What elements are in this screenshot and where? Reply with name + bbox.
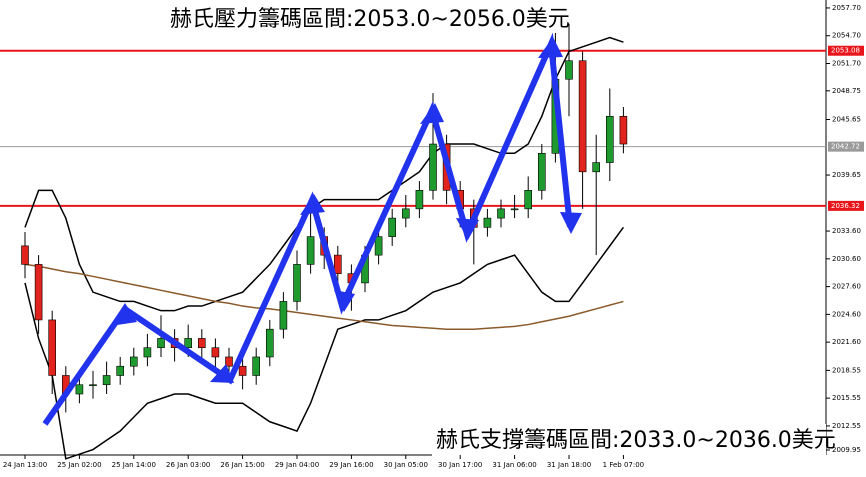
- x-tick-label: 30 Jan 17:00: [438, 461, 482, 469]
- arrow-head: [300, 194, 325, 215]
- candle-body: [48, 319, 57, 376]
- level-label-bg: [828, 45, 864, 56]
- candle-body: [157, 338, 165, 349]
- y-tick-label: 2048.75: [832, 87, 861, 95]
- candle-body: [537, 153, 546, 191]
- arrow-head: [110, 303, 137, 326]
- candle-body: [429, 143, 437, 191]
- candle-body: [75, 384, 84, 395]
- indicator-line: [24, 226, 625, 460]
- y-tick-label: 2012.55: [832, 422, 861, 430]
- candle-body: [619, 115, 628, 145]
- candle-body: [143, 347, 152, 358]
- candle-body: [102, 375, 111, 386]
- candle-body: [333, 254, 342, 274]
- level-label-bg: [828, 141, 864, 152]
- annotation-bg: [432, 424, 826, 456]
- candle-body: [388, 217, 397, 237]
- y-tick-label: 2015.55: [832, 394, 861, 402]
- candle-body: [34, 264, 43, 321]
- x-tick-label: 31 Jan 18:00: [547, 461, 591, 469]
- level-label: 2053.08: [831, 47, 860, 55]
- candle-body: [21, 245, 29, 265]
- y-tick-label: 2021.60: [832, 338, 861, 346]
- candle-body: [592, 162, 601, 173]
- candle-body: [130, 356, 138, 367]
- level-label: 2042.72: [831, 143, 860, 151]
- resistance-annotation: 赫氏壓力籌碼區間:2053.0~2056.0美元: [170, 7, 570, 32]
- candle-body: [510, 208, 519, 211]
- y-tick-label: 2018.55: [832, 366, 861, 374]
- x-tick-label: 30 Jan 05:00: [384, 461, 428, 469]
- candle-body: [524, 190, 533, 210]
- arrow-head: [210, 364, 234, 383]
- y-tick-label: 2009.95: [832, 446, 861, 454]
- x-tick-label: 1 Feb 07:00: [603, 461, 644, 469]
- x-tick-label: 25 Jan 14:00: [112, 461, 156, 469]
- candle-body: [578, 60, 587, 173]
- candle-body: [198, 338, 206, 349]
- candle-body: [89, 384, 97, 387]
- indicator-line: [24, 36, 624, 312]
- x-tick-label: 26 Jan 15:00: [220, 461, 264, 469]
- level-label-bg: [828, 200, 864, 211]
- y-tick-label: 2039.65: [832, 171, 861, 179]
- x-tick-label: 29 Jan 04:00: [275, 461, 319, 469]
- y-tick-label: 2030.60: [832, 255, 861, 263]
- x-tick-label: 24 Jan 13:00: [3, 461, 47, 469]
- candle-body: [265, 328, 274, 358]
- candle-body: [184, 338, 192, 349]
- y-tick-label: 2054.70: [832, 32, 861, 40]
- arrow-head: [538, 37, 563, 58]
- x-tick-label: 29 Jan 16:00: [329, 461, 373, 469]
- annotation-bg: [165, 3, 545, 35]
- candle-body: [605, 115, 614, 163]
- candle-body: [252, 356, 260, 376]
- support-annotation: 赫氏支撐籌碼區間:2033.0~2036.0美元: [436, 428, 836, 453]
- candle-body: [293, 264, 301, 302]
- candle-body: [483, 217, 492, 228]
- candle-body: [497, 208, 505, 219]
- candle-body: [238, 365, 247, 376]
- y-tick-label: 2057.70: [832, 4, 861, 12]
- y-tick-label: 2033.60: [832, 227, 861, 235]
- y-tick-label: 2051.70: [832, 60, 861, 68]
- candle-body: [225, 356, 233, 367]
- x-tick-label: 26 Jan 03:00: [166, 461, 210, 469]
- arrow-head: [334, 290, 355, 312]
- candle-body: [415, 190, 424, 210]
- candle-body: [374, 236, 383, 256]
- y-tick-label: 2045.65: [832, 116, 861, 124]
- candle-body: [279, 301, 288, 330]
- arrow-head: [560, 212, 582, 234]
- candle-body: [116, 365, 124, 376]
- y-tick-label: 2027.60: [832, 283, 861, 291]
- level-label: 2036.32: [831, 202, 860, 210]
- arrow-head: [420, 103, 444, 124]
- x-tick-label: 25 Jan 02:00: [57, 461, 101, 469]
- candle-body: [565, 60, 573, 80]
- annotation-arrows: [42, 32, 582, 426]
- arrow-head: [456, 218, 479, 240]
- y-tick-label: 2024.60: [832, 310, 861, 318]
- x-tick-label: 31 Jan 06:00: [492, 461, 536, 469]
- indicator-line: [24, 263, 624, 330]
- candle-body: [211, 347, 220, 358]
- candle-body: [306, 236, 315, 265]
- candle-body: [401, 208, 410, 219]
